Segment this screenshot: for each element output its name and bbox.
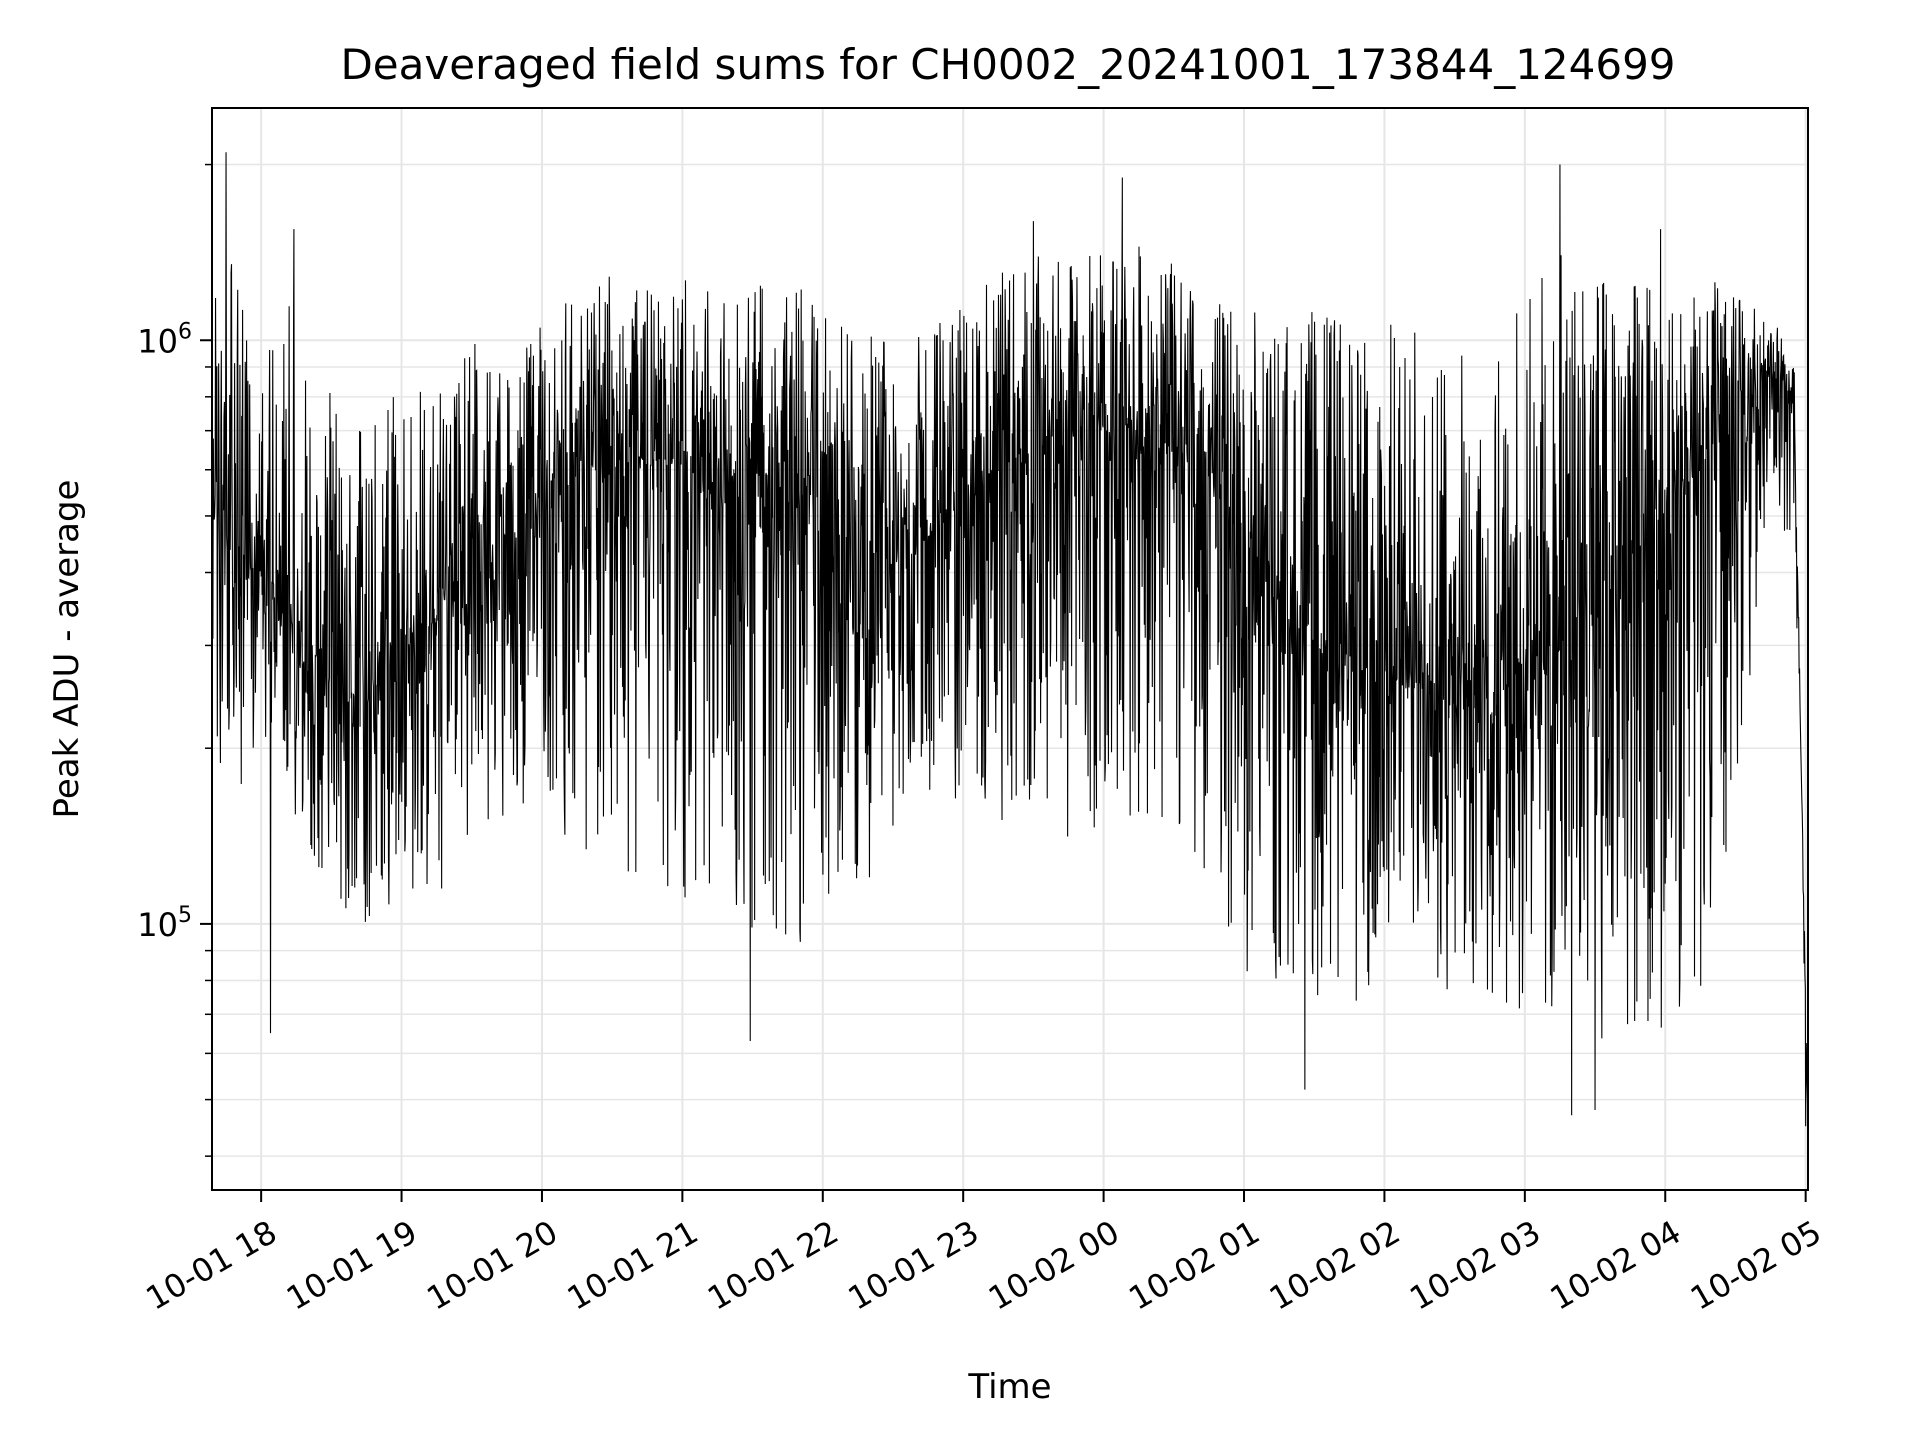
series-line bbox=[212, 152, 1808, 1127]
y-tick-label: 105 bbox=[137, 903, 192, 944]
series-layer bbox=[212, 152, 1808, 1127]
y-axis-title: Peak ADU - average bbox=[47, 480, 87, 819]
x-axis-title: Time bbox=[967, 1367, 1051, 1407]
y-axis: 105 106 bbox=[137, 163, 212, 1157]
y-tick-label: 106 bbox=[137, 319, 192, 360]
chart-title: Deaveraged field sums for CH0002_2024100… bbox=[340, 40, 1675, 89]
plot-frame bbox=[211, 107, 1809, 1191]
plot-area bbox=[212, 152, 1808, 1127]
